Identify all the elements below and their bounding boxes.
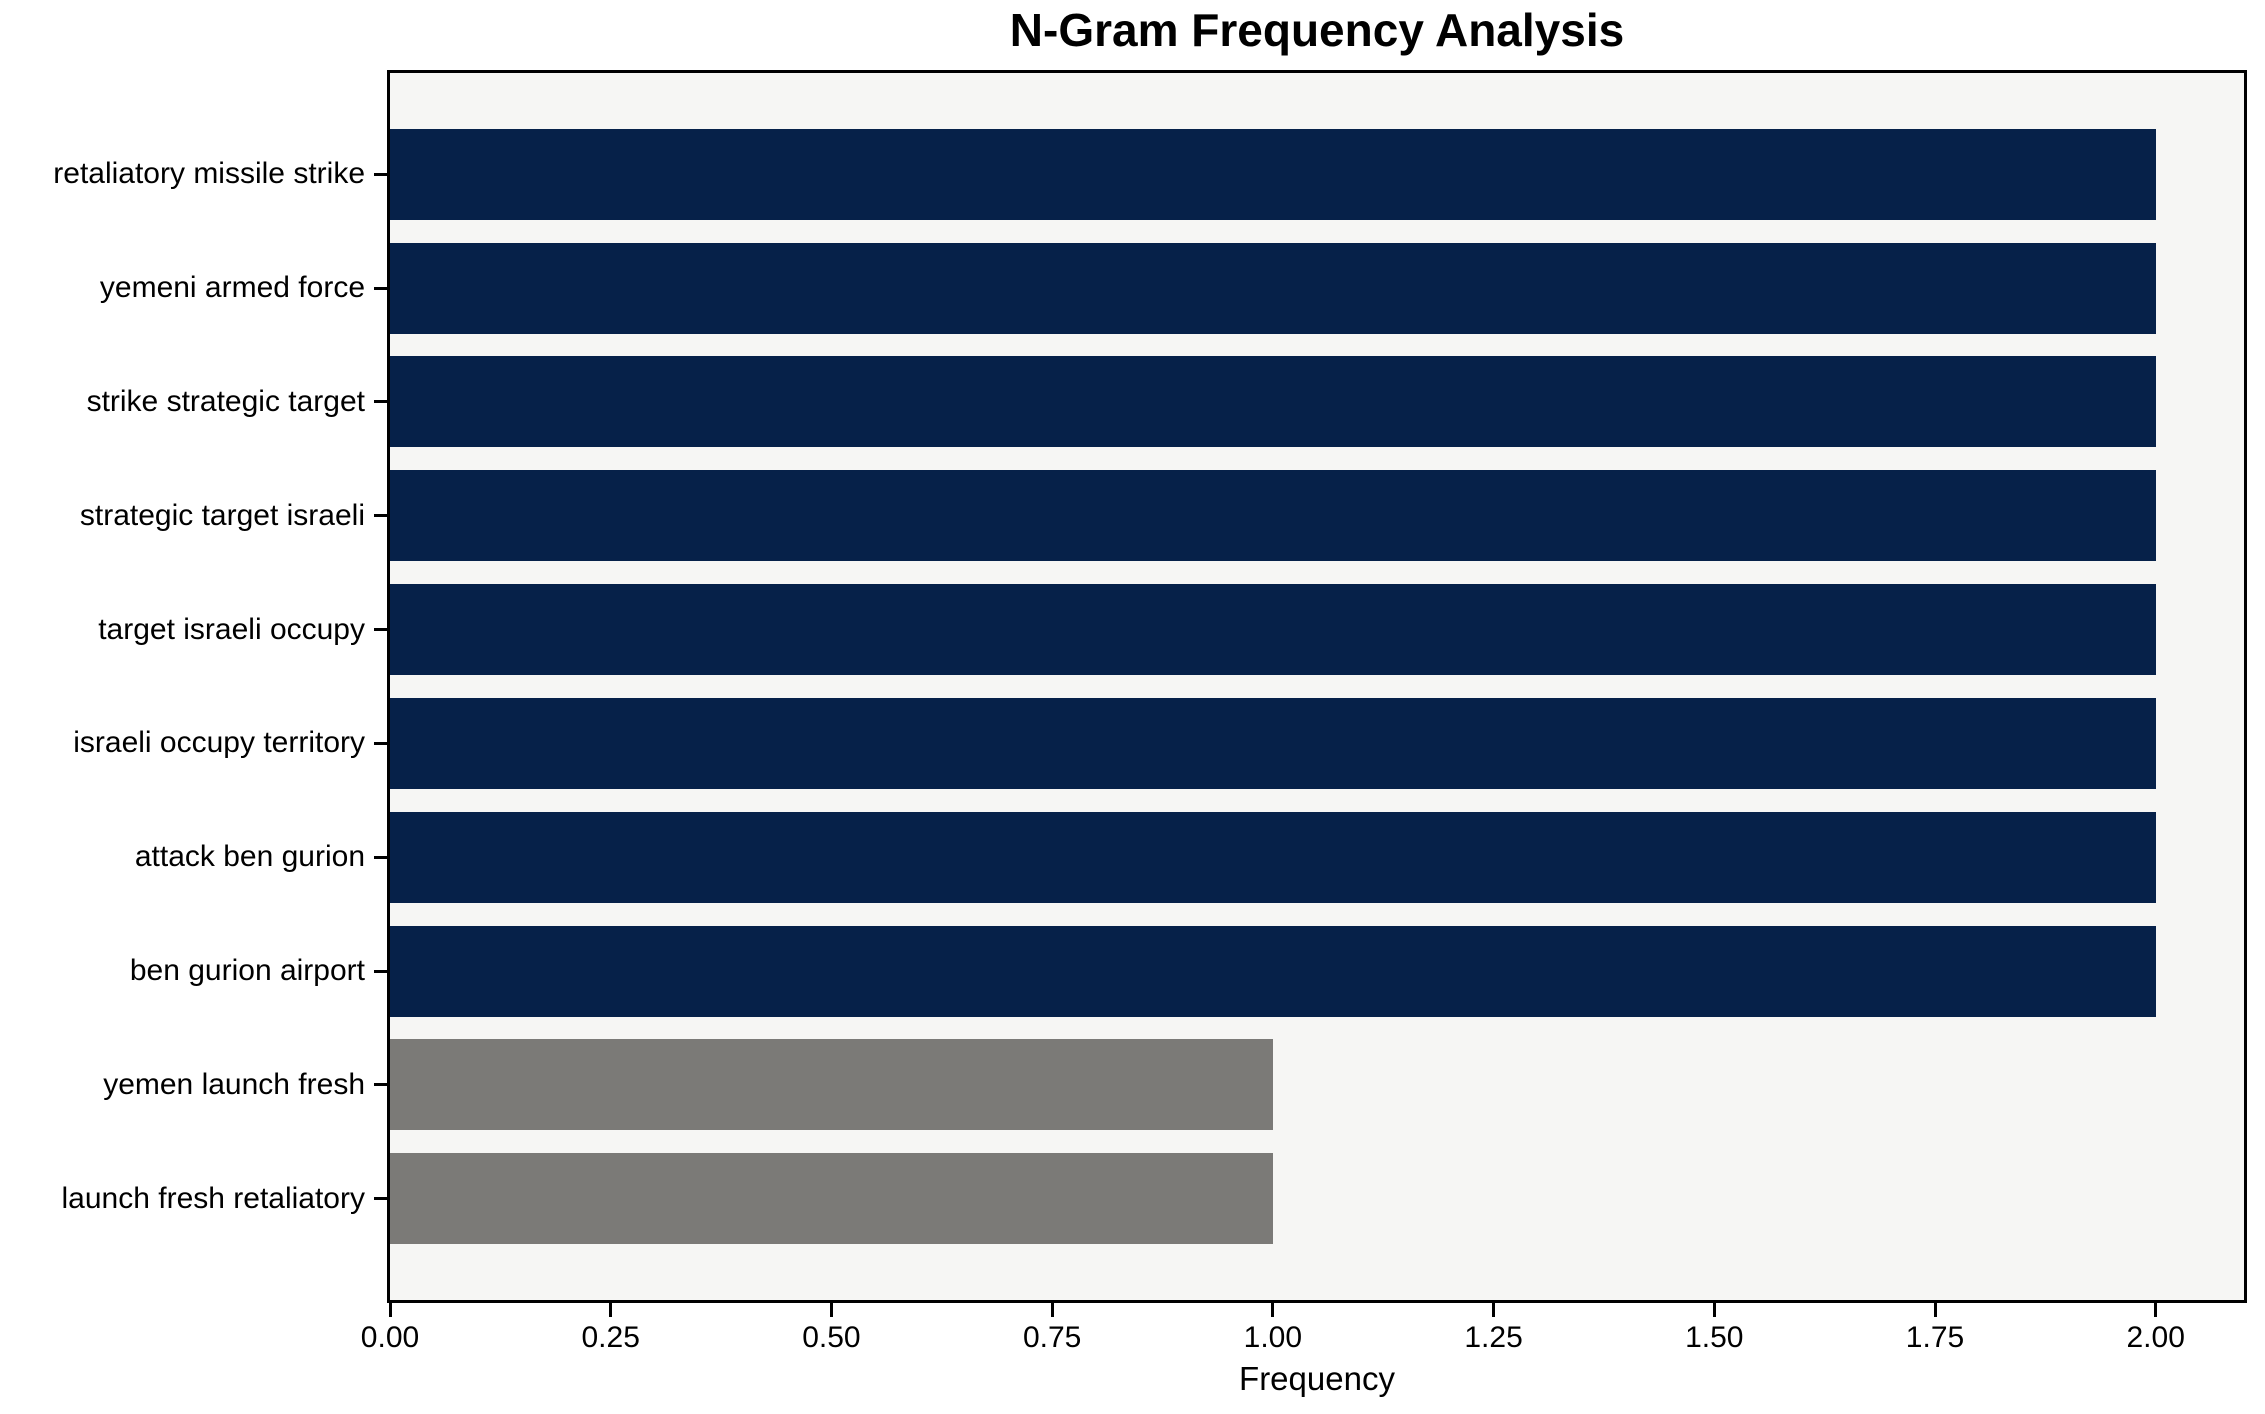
x-tick-mark (1933, 1303, 1937, 1317)
y-tick-label: ben gurion airport (129, 954, 365, 988)
x-axis-label: Frequency (1239, 1360, 1395, 1397)
x-tick-mark (1050, 1303, 1054, 1317)
y-tick-mark (374, 400, 387, 404)
y-tick-mark (374, 1197, 387, 1201)
x-tick-mark (1271, 1303, 1275, 1317)
bar (390, 128, 2156, 220)
y-tick-label: retaliatory missile strike (53, 157, 365, 191)
x-tick-label: 0.75 (1022, 1321, 1082, 1354)
y-tick-mark (374, 172, 387, 176)
bar (390, 1153, 1273, 1245)
bar (390, 811, 2156, 903)
y-tick-mark (374, 855, 387, 859)
x-tick-label: 1.00 (1243, 1321, 1303, 1354)
chart-title: N-Gram Frequency Analysis (1009, 4, 1625, 56)
y-tick-label: israeli occupy territory (73, 726, 365, 760)
x-tick-label: 0.50 (802, 1321, 861, 1354)
bar (390, 470, 2156, 562)
x-tick-label: 1.75 (1905, 1321, 1965, 1354)
x-tick-mark (2154, 1303, 2158, 1317)
y-tick-mark (374, 969, 387, 973)
x-tick-mark (1712, 1303, 1716, 1317)
y-tick-label: launch fresh retaliatory (61, 1181, 366, 1215)
bar (390, 925, 2156, 1017)
x-tick-label: 0.25 (581, 1321, 640, 1354)
x-tick-label: 2.00 (2126, 1321, 2185, 1354)
y-tick-mark (374, 628, 387, 632)
x-tick-label: 1.25 (1464, 1321, 1523, 1354)
x-tick-label: 0.00 (360, 1321, 420, 1354)
y-tick-mark (374, 514, 387, 518)
bar (390, 584, 2156, 676)
x-tick-label: 1.50 (1685, 1321, 1744, 1354)
bar (390, 697, 2156, 789)
bar (390, 242, 2156, 334)
bar (390, 356, 2156, 448)
plot-area (387, 70, 2247, 1303)
y-tick-label: strategic target israeli (79, 498, 365, 532)
x-tick-mark (1492, 1303, 1496, 1317)
y-tick-mark (374, 286, 387, 290)
bar (390, 1039, 1273, 1131)
y-tick-label: target israeli occupy (98, 612, 365, 646)
x-tick-mark (609, 1303, 613, 1317)
y-tick-label: yemen launch fresh (103, 1067, 365, 1101)
y-tick-label: attack ben gurion (134, 840, 365, 874)
y-tick-label: strike strategic target (86, 384, 365, 418)
y-tick-mark (374, 741, 387, 745)
x-tick-mark (829, 1303, 833, 1317)
y-tick-mark (374, 1083, 387, 1087)
y-tick-label: yemeni armed force (99, 271, 365, 305)
x-tick-mark (388, 1303, 392, 1317)
